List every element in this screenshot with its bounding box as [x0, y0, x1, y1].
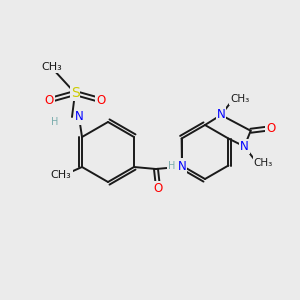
Text: CH₃: CH₃	[230, 94, 250, 104]
Text: N: N	[178, 160, 186, 172]
Text: N: N	[240, 140, 249, 153]
Text: O: O	[44, 94, 54, 106]
Text: O: O	[96, 94, 106, 106]
Text: CH₃: CH₃	[42, 62, 62, 72]
Text: N: N	[217, 109, 225, 122]
Text: O: O	[153, 182, 163, 196]
Text: CH₃: CH₃	[51, 170, 71, 180]
Text: H: H	[51, 117, 59, 127]
Text: N: N	[75, 110, 83, 124]
Text: O: O	[266, 122, 275, 135]
Text: H: H	[168, 161, 176, 171]
Text: CH₃: CH₃	[254, 158, 273, 167]
Text: S: S	[70, 86, 80, 100]
